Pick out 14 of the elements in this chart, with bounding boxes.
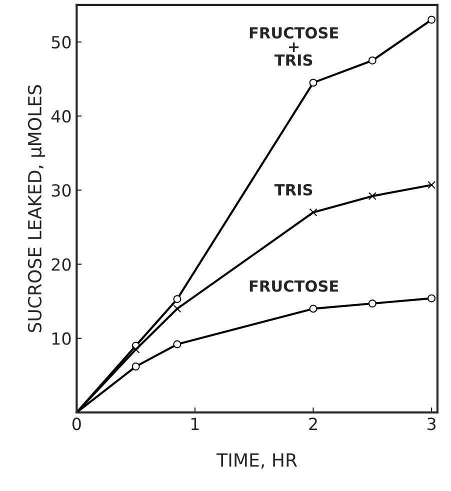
y-tick-label: 20 — [52, 258, 71, 271]
series-label: FRUCTOSE — [250, 280, 338, 292]
x-axis-title: TIME, HR — [216, 453, 298, 469]
series-label: TRIS — [274, 184, 312, 196]
y-axis-title: SUCROSE LEAKED, μMOLES — [28, 85, 46, 332]
y-tick-label: 50 — [52, 36, 71, 49]
x-tick-label: 3 — [428, 418, 436, 430]
y-tick-label: 10 — [52, 332, 71, 345]
x-tick-label: 1 — [191, 418, 199, 430]
x-tick-label: 2 — [309, 418, 317, 430]
series-label: FRUCTOSE + TRIS — [250, 27, 338, 66]
y-tick-label: 40 — [51, 110, 71, 123]
x-tick-label: 0 — [72, 418, 81, 430]
y-tick-label: 30 — [52, 184, 71, 197]
